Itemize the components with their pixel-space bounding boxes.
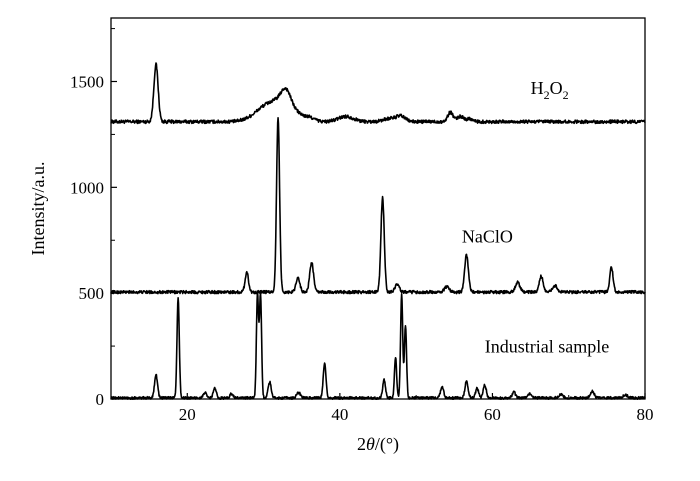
- x-tick-label: 40: [331, 405, 348, 424]
- x-tick-label: 80: [637, 405, 654, 424]
- label-subscript: 2: [544, 88, 550, 102]
- series-label: Industrial sample: [485, 336, 609, 356]
- y-tick-label: 1000: [70, 178, 104, 197]
- axis-ticks: 20 40 60 80 0 500 1000 1500: [70, 28, 654, 424]
- y-tick-label: 0: [96, 390, 105, 409]
- x-tick-label: 60: [484, 405, 501, 424]
- label-text: H: [531, 78, 544, 98]
- x-axis-title-prefix: 2: [357, 434, 366, 454]
- y-tick-label: 500: [79, 284, 105, 303]
- x-axis-title-suffix: /(°): [375, 434, 399, 455]
- x-tick-label: 20: [179, 405, 196, 424]
- label-text: O: [550, 78, 563, 98]
- y-axis-title: Intensity/a.u.: [28, 162, 48, 256]
- x-axis-title-symbol: θ: [366, 434, 375, 454]
- series-label: NaClO: [462, 226, 513, 246]
- series-label: H2O2: [531, 78, 569, 102]
- series-trace: [110, 116, 646, 295]
- y-tick-label: 1500: [70, 73, 104, 92]
- series-traces: [110, 62, 646, 401]
- label-subscript: 2: [563, 88, 569, 102]
- series-trace: [110, 62, 646, 125]
- series-trace: [110, 291, 646, 401]
- x-axis-title: 2θ/(°): [357, 434, 399, 455]
